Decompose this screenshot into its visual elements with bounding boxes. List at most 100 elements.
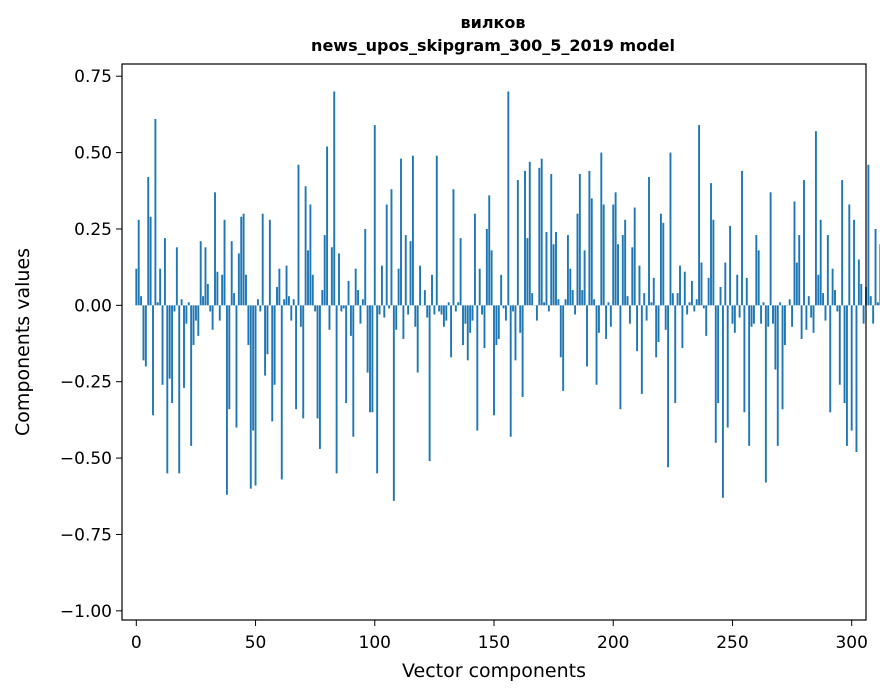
bar-9 — [156, 302, 159, 306]
bar-27 — [199, 241, 202, 306]
x-axis-ticks: 0 50 100 150 200 250 300 — [131, 620, 868, 653]
bar-8 — [154, 118, 157, 306]
bar-13 — [166, 305, 169, 474]
x-tick-label: 100 — [359, 633, 391, 653]
bar-229 — [681, 305, 684, 349]
bar-284 — [812, 305, 815, 333]
bar-107 — [390, 189, 393, 306]
bar-171 — [543, 302, 546, 306]
bar-175 — [552, 244, 555, 306]
bar-188 — [583, 250, 586, 306]
bar-311 — [876, 302, 879, 306]
bar-131 — [447, 302, 450, 306]
bar-168 — [535, 305, 538, 321]
bar-42 — [235, 305, 238, 428]
bar-310 — [874, 228, 877, 306]
bar-265 — [767, 305, 770, 327]
bar-190 — [588, 170, 591, 306]
bar-172 — [545, 232, 548, 306]
bar-93 — [357, 290, 360, 306]
bar-77 — [318, 305, 321, 449]
bar-297 — [843, 305, 846, 404]
x-axis-label: Vector components — [402, 660, 586, 682]
bar-203 — [619, 305, 622, 410]
bar-138 — [464, 305, 467, 324]
bar-14 — [168, 305, 171, 379]
x-tick-label: 250 — [716, 633, 748, 653]
bar-106 — [388, 305, 391, 309]
bar-109 — [395, 305, 398, 330]
y-tick-label: −0.50 — [60, 449, 112, 469]
bar-227 — [676, 293, 679, 306]
bar-277 — [795, 262, 798, 306]
y-tick-label: 0.50 — [74, 144, 112, 164]
bar-37 — [223, 219, 226, 306]
bar-80 — [326, 146, 329, 306]
bar-274 — [788, 299, 791, 306]
bar-63 — [285, 265, 288, 306]
bar-251 — [733, 305, 736, 333]
bar-126 — [435, 155, 438, 306]
bar-60 — [278, 268, 281, 306]
bar-191 — [590, 198, 593, 306]
bar-219 — [657, 305, 660, 342]
bar-136 — [459, 238, 462, 306]
bar-192 — [593, 299, 596, 306]
bar-287 — [819, 219, 822, 306]
bar-189 — [586, 305, 588, 367]
bar-238 — [702, 305, 705, 309]
bar-10 — [159, 268, 162, 306]
bar-123 — [428, 305, 431, 462]
bar-179 — [562, 305, 565, 391]
bar-55 — [266, 305, 269, 355]
bar-111 — [400, 158, 402, 306]
bar-283 — [810, 305, 813, 318]
bar-91 — [352, 305, 355, 437]
bar-240 — [707, 277, 710, 306]
bar-25 — [194, 305, 197, 321]
bar-89 — [347, 280, 350, 306]
bar-234 — [693, 305, 696, 312]
bar-115 — [409, 241, 412, 306]
bar-224 — [669, 152, 672, 306]
plot-frame — [121, 63, 867, 621]
bar-248 — [726, 305, 729, 428]
bar-43 — [237, 253, 240, 306]
bar-249 — [729, 225, 732, 306]
bar-133 — [452, 189, 455, 306]
bar-82 — [330, 247, 333, 306]
bar-127 — [438, 305, 441, 312]
y-tick-label: 0.75 — [74, 67, 112, 87]
bar-58 — [273, 305, 276, 385]
bar-166 — [531, 293, 534, 306]
bar-116 — [411, 155, 414, 306]
bar-241 — [710, 183, 712, 306]
bar-232 — [688, 302, 691, 306]
bar-2 — [140, 296, 143, 306]
bar-262 — [760, 305, 763, 324]
bar-88 — [345, 305, 348, 404]
bar-38 — [225, 305, 228, 495]
bar-247 — [724, 262, 727, 306]
bar-213 — [643, 293, 646, 306]
chart-title-line-1: вилков — [460, 13, 525, 32]
bar-257 — [748, 305, 751, 446]
bar-217 — [652, 277, 655, 306]
bar-47 — [247, 305, 250, 346]
bar-16 — [173, 305, 176, 312]
chart-title-line-2: news_upos_skipgram_300_5_2019 model — [311, 36, 675, 55]
bar-266 — [769, 192, 772, 306]
bar-21 — [185, 305, 188, 324]
bar-258 — [750, 305, 753, 327]
bar-100 — [373, 125, 376, 306]
bar-235 — [695, 299, 698, 306]
bar-44 — [240, 216, 243, 306]
bar-178 — [559, 305, 562, 358]
bar-291 — [829, 305, 832, 413]
bar-30 — [206, 283, 209, 306]
bar-169 — [538, 167, 541, 306]
bar-308 — [869, 296, 872, 306]
bar-117 — [414, 305, 417, 327]
bar-81 — [328, 305, 331, 330]
bar-272 — [783, 305, 786, 346]
